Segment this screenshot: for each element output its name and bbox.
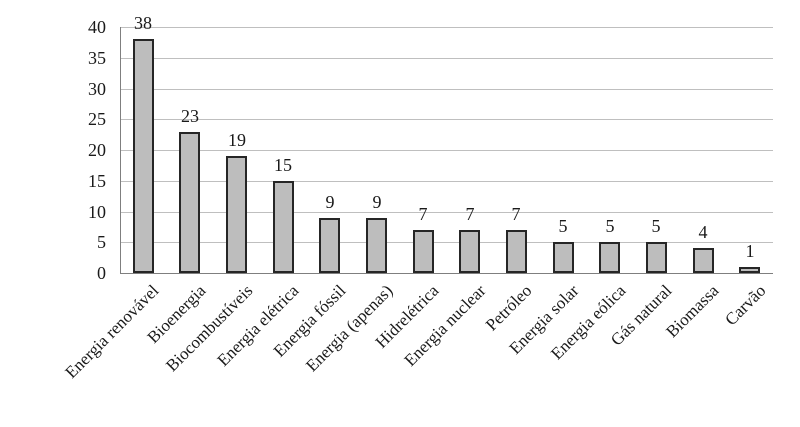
gridline — [120, 150, 773, 151]
bar — [179, 132, 200, 273]
x-axis-line — [120, 273, 773, 274]
gridline — [120, 212, 773, 213]
y-axis-tick-label: 20 — [88, 140, 106, 160]
bar-value-label: 5 — [558, 216, 568, 236]
bar — [133, 39, 154, 273]
y-axis-tick-label: 0 — [97, 263, 106, 283]
bar — [319, 218, 340, 273]
bar — [459, 230, 480, 273]
gridline — [120, 242, 773, 243]
bar — [646, 242, 667, 273]
bar — [413, 230, 434, 273]
gridline — [120, 58, 773, 59]
bar — [599, 242, 620, 273]
y-axis-tick-label: 25 — [88, 109, 106, 129]
gridline — [120, 119, 773, 120]
gridline — [120, 27, 773, 28]
bar-value-label: 5 — [651, 216, 661, 236]
bar-value-label: 7 — [418, 204, 428, 224]
y-axis-tick-label: 40 — [88, 17, 106, 37]
bar-value-label: 9 — [372, 192, 382, 212]
bar — [506, 230, 527, 273]
bar — [366, 218, 387, 273]
bar-value-label: 1 — [745, 241, 755, 261]
bar-value-label: 23 — [181, 106, 199, 126]
gridline — [120, 181, 773, 182]
bar-value-label: 38 — [134, 13, 152, 33]
bar-value-label: 7 — [465, 204, 475, 224]
y-axis-tick-label: 10 — [88, 202, 106, 222]
y-axis-tick-label: 35 — [88, 48, 106, 68]
bar — [693, 248, 714, 273]
bar — [226, 156, 247, 273]
bar-value-label: 19 — [228, 130, 246, 150]
bar — [273, 181, 294, 273]
y-axis-tick-label: 5 — [97, 232, 106, 252]
bar-value-label: 15 — [274, 155, 292, 175]
y-axis-tick-label: 15 — [88, 171, 106, 191]
gridline — [120, 89, 773, 90]
bar — [553, 242, 574, 273]
bar-value-label: 9 — [325, 192, 335, 212]
bar-value-label: 7 — [511, 204, 521, 224]
bar-value-label: 4 — [698, 222, 708, 242]
y-axis-tick-label: 30 — [88, 79, 106, 99]
bar — [739, 267, 760, 273]
bar-value-label: 5 — [605, 216, 615, 236]
y-axis-line — [120, 27, 121, 273]
